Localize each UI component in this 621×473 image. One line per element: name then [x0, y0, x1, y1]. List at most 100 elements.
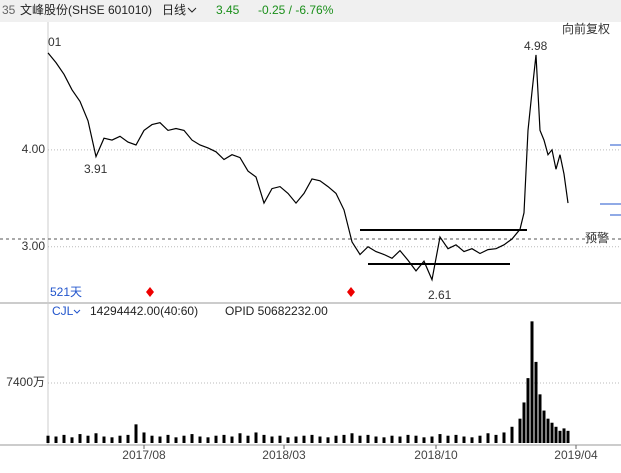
- volume-bar: [54, 436, 58, 443]
- volume-bar: [478, 435, 482, 443]
- volume-bar: [566, 430, 570, 443]
- dropdown-icon[interactable]: [73, 309, 81, 314]
- volume-bar: [94, 433, 98, 443]
- volume-bar: [486, 433, 490, 443]
- volume-bar: [446, 435, 450, 443]
- volume-bar: [558, 430, 562, 443]
- top-bar: [0, 0, 621, 22]
- annotation: 3.91: [84, 162, 108, 176]
- volume-bar: [366, 434, 370, 443]
- volume-bar: [318, 436, 322, 443]
- volume-bar: [270, 436, 274, 443]
- volume-bar: [246, 435, 250, 443]
- volume-bar: [70, 437, 74, 443]
- right-markers: [600, 144, 621, 216]
- volume-bar: [214, 435, 218, 443]
- volume-bar: [438, 434, 442, 443]
- volume-bar: [334, 435, 338, 443]
- volume-bar: [254, 432, 258, 443]
- volume-bar: [222, 434, 226, 443]
- volume-bar: [326, 437, 330, 443]
- volume-bar: [150, 435, 154, 443]
- signal-markers: [146, 287, 355, 297]
- volume-bar: [238, 433, 242, 443]
- volume-bar: [86, 435, 90, 443]
- volume-bar: [502, 432, 506, 443]
- volume-bar: [390, 435, 394, 443]
- adjust[interactable]: 向前复权: [562, 21, 610, 36]
- stock-name[interactable]: 文峰股份(SHSE 601010): [20, 2, 152, 17]
- volume-bar: [550, 422, 554, 443]
- alert-label: 预警: [585, 230, 609, 245]
- x-tick-label: 2018/03: [262, 448, 306, 462]
- price: 3.45: [216, 3, 240, 17]
- volume-bar: [302, 435, 306, 443]
- volume-bar: [342, 434, 346, 443]
- volume-bar: [422, 437, 426, 443]
- price-line: [47, 52, 569, 282]
- volume-bar: [134, 424, 138, 443]
- x-tick-label: 2018/10: [414, 448, 458, 462]
- volume-bar: [78, 434, 82, 443]
- period[interactable]: 日线: [162, 3, 186, 17]
- volume-bar: [462, 436, 466, 443]
- days-label: 521天: [50, 285, 82, 299]
- volume-bar: [102, 436, 106, 443]
- volume-bar: [470, 437, 474, 443]
- volume-bar: [358, 435, 362, 443]
- volume-bar: [174, 437, 178, 443]
- volume-bar: [406, 434, 410, 443]
- volume-bar: [430, 436, 434, 443]
- volume-bar: [118, 435, 122, 443]
- volume-bar: [206, 437, 210, 443]
- volume-bar: [454, 434, 458, 443]
- opid: OPID 50682232.00: [225, 304, 328, 318]
- volume-bar: [562, 428, 566, 443]
- volume-bar: [518, 418, 522, 443]
- code: 35: [2, 3, 16, 17]
- volume-bar: [230, 436, 234, 443]
- volume-bar: [286, 437, 290, 443]
- indicator[interactable]: CJL: [52, 304, 74, 318]
- annotation: 4.98: [524, 39, 548, 53]
- y-tick-label: 4.00: [22, 142, 46, 156]
- volume-bar: [522, 402, 526, 443]
- annotation: 01: [48, 35, 62, 49]
- volume-bar: [538, 394, 542, 443]
- volume-bar: [534, 361, 538, 443]
- x-tick-label: 2019/04: [554, 448, 598, 462]
- volume-bar: [382, 437, 386, 443]
- volume-bar: [510, 426, 514, 443]
- volume-bar: [530, 321, 534, 443]
- volume-bar: [494, 434, 498, 443]
- y-tick-label: 7400万: [6, 375, 45, 389]
- volume-bar: [142, 432, 146, 443]
- y-tick-label: 3.00: [22, 239, 46, 253]
- volume-bar: [46, 435, 50, 443]
- volume-bar: [310, 434, 314, 443]
- annotation: 2.61: [428, 288, 452, 302]
- volume-bar: [294, 436, 298, 443]
- dropdown-icon[interactable]: [187, 7, 197, 13]
- volume-bar: [278, 435, 282, 443]
- volume-bar: [554, 426, 558, 443]
- x-tick-label: 2017/08: [122, 448, 166, 462]
- volume-bar: [166, 434, 170, 443]
- volume-bar: [542, 410, 546, 443]
- indicator-value: 14294442.00(40:60): [90, 304, 198, 318]
- volume-bar: [190, 434, 194, 443]
- volume-bar: [414, 435, 418, 443]
- volume-bar: [262, 434, 266, 443]
- volume-bar: [398, 436, 402, 443]
- volume-bar: [526, 378, 530, 443]
- volume-bar: [182, 435, 186, 443]
- volume-bar: [198, 436, 202, 443]
- change: -0.25 / -6.76%: [258, 3, 334, 17]
- volume-bar: [126, 434, 130, 443]
- volume-bar: [62, 434, 66, 443]
- volume-bar: [546, 418, 550, 443]
- volume-bar: [350, 433, 354, 443]
- volume-bar: [110, 437, 114, 443]
